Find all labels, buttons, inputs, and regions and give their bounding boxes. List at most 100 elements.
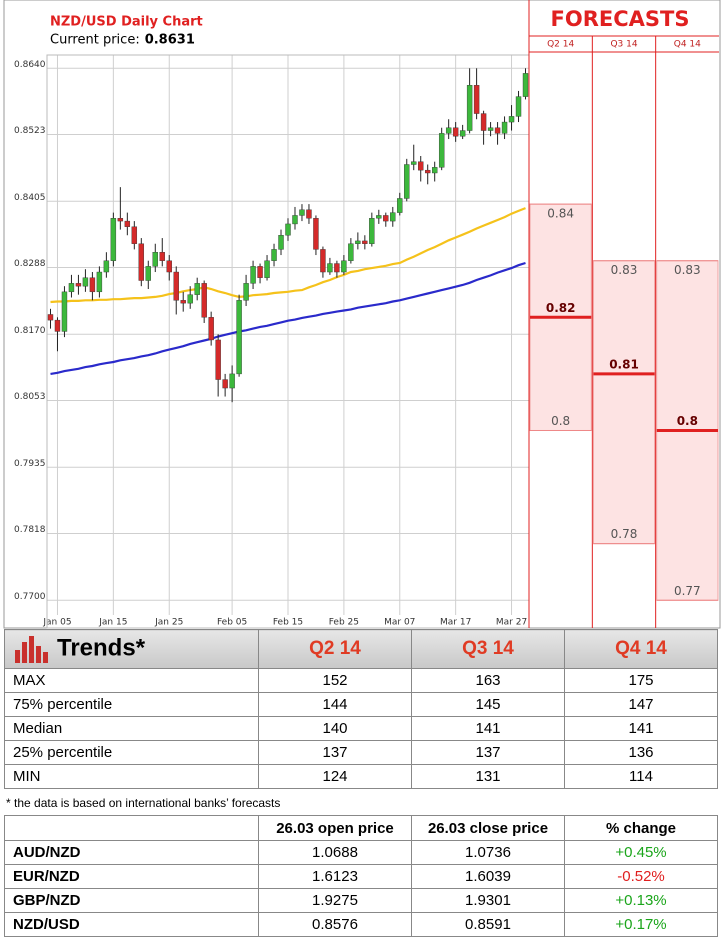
candle-body: [257, 266, 263, 278]
candle-body: [117, 218, 124, 222]
candle-body: [418, 161, 424, 171]
candle-body: [313, 218, 319, 250]
candle-body: [522, 73, 529, 97]
y-tick-label: 0.7700: [14, 592, 46, 602]
y-tick-label: 0.8170: [14, 326, 46, 336]
y-tick-label: 0.7818: [14, 525, 46, 535]
candle-body: [334, 263, 340, 273]
header-blank: [4, 815, 259, 841]
forecast-low-label: 0.8: [551, 414, 570, 428]
candle-body: [445, 127, 452, 134]
x-tick-label: Feb 05: [217, 618, 247, 628]
column-header: Q2 14: [258, 629, 412, 669]
candle-body: [47, 314, 54, 321]
forecast-median-label: 0.82: [546, 301, 576, 315]
forecast-column-label: Q2 14: [547, 40, 574, 50]
candle-body: [250, 266, 256, 284]
cell: 124: [258, 764, 412, 789]
cell: 0.8576: [258, 912, 412, 937]
candle-body: [480, 113, 487, 131]
candle-body: [320, 249, 326, 273]
forecast-low-label: 0.78: [611, 527, 638, 541]
candle-body: [222, 379, 228, 389]
prices-header: 26.03 open price 26.03 close price% chang…: [4, 815, 718, 841]
cell: 1.0688: [258, 840, 412, 865]
chart-title: NZD/USD Daily Chart: [50, 15, 203, 30]
candle-body: [355, 240, 361, 244]
trends-row: Median 140 141 141: [4, 716, 718, 741]
forecast-column-label: Q3 14: [610, 40, 637, 50]
candle-body: [103, 260, 110, 273]
cell: 141: [411, 716, 565, 741]
forecast-high-label: 0.83: [611, 263, 638, 277]
cell: 1.6123: [258, 864, 412, 889]
row-label: MIN: [4, 764, 259, 789]
candle-body: [89, 277, 96, 293]
row-label: MAX: [4, 668, 259, 693]
candle-body: [173, 271, 179, 301]
cell: 114: [564, 764, 718, 789]
trends-row: 75% percentile 144 145 147: [4, 692, 718, 717]
candle-body: [229, 373, 235, 389]
candle-body: [404, 164, 410, 199]
cell: 1.9275: [258, 888, 412, 913]
x-tick-label: Mar 07: [384, 618, 415, 628]
candle-body: [82, 277, 89, 287]
cell: 163: [411, 668, 565, 693]
x-tick-label: Mar 27: [496, 618, 527, 628]
chart-subtitle: Current price:: [50, 33, 140, 48]
candle-body: [508, 116, 515, 123]
x-tick-label: Jan 25: [154, 618, 183, 628]
candle-body: [459, 130, 466, 137]
cell: 141: [564, 716, 718, 741]
candle-body: [124, 220, 131, 227]
column-header: Q3 14: [411, 629, 565, 669]
y-tick-label: 0.8640: [14, 60, 46, 70]
column-header: 26.03 open price: [258, 815, 412, 841]
forecast-high-label: 0.83: [674, 263, 701, 277]
forecast-range: [592, 260, 656, 545]
candle-body: [208, 317, 214, 341]
pair-label: NZD/USD: [4, 912, 259, 937]
candle-body: [243, 283, 249, 301]
candle-body: [271, 249, 277, 261]
candle-body: [515, 96, 522, 117]
forecast-column-label: Q4 14: [674, 40, 701, 50]
candle-body: [68, 283, 75, 293]
forecast-low-label: 0.77: [674, 584, 701, 598]
candle-body: [264, 260, 270, 278]
trends-icon: [15, 636, 48, 663]
candle-body: [487, 127, 494, 131]
x-tick-label: Feb 15: [273, 618, 303, 628]
prices-table: 26.03 open price 26.03 close price% chang…: [4, 815, 718, 937]
candle-body: [110, 218, 117, 261]
candle-body: [201, 283, 207, 318]
candle-body: [145, 266, 151, 281]
cell: 147: [564, 692, 718, 717]
candle-body: [187, 294, 193, 304]
candle-body: [61, 291, 68, 332]
cell: 152: [258, 668, 412, 693]
candle-body: [285, 223, 291, 236]
y-tick-label: 0.8288: [14, 259, 46, 269]
trends-row: MIN 124 131 114: [4, 764, 718, 789]
cell: 131: [411, 764, 565, 789]
x-tick-label: Jan 15: [98, 618, 127, 628]
candle-body: [75, 283, 82, 287]
column-header: 26.03 close price: [411, 815, 565, 841]
candle-body: [390, 212, 396, 222]
cell: +0.45%: [564, 840, 718, 865]
candle-body: [180, 300, 186, 304]
trends-row: 25% percentile 137 137 136: [4, 740, 718, 765]
candle-body: [131, 226, 138, 244]
trends-row: MAX 152 163 175: [4, 668, 718, 693]
pair-label: GBP/NZD: [4, 888, 259, 913]
forecast-median-label: 0.81: [609, 357, 639, 371]
candle-body: [138, 243, 145, 281]
candle-body: [215, 339, 221, 380]
y-tick-label: 0.8523: [14, 126, 46, 136]
candle-body: [438, 133, 445, 168]
candle-body: [501, 121, 508, 134]
cell: 1.9301: [411, 888, 565, 913]
